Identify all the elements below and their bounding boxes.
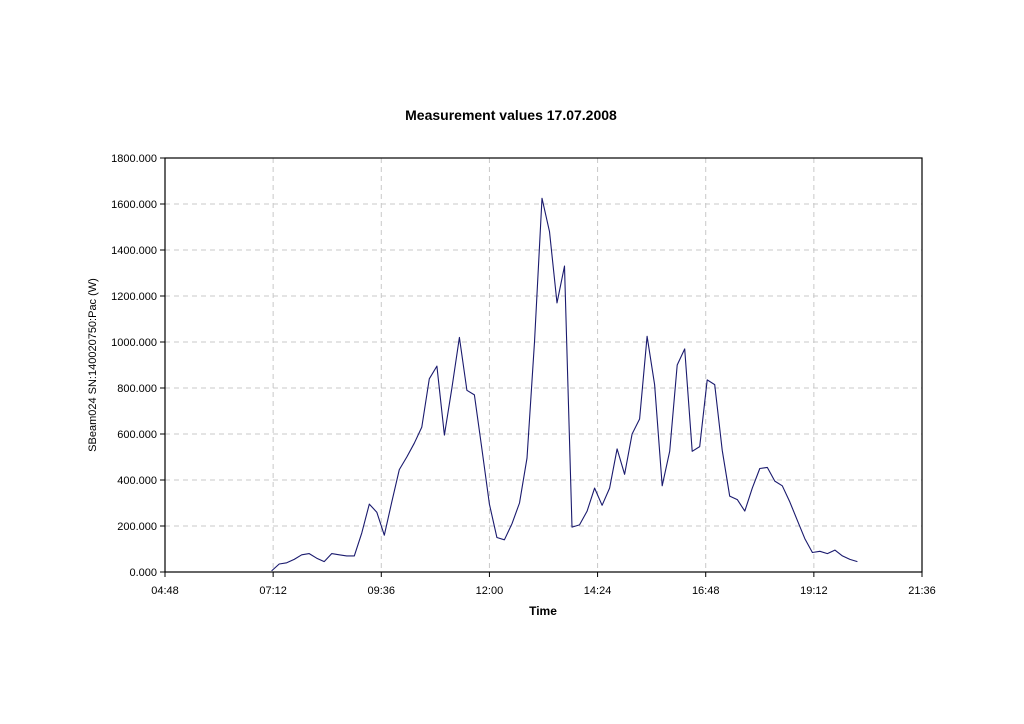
y-tick-label: 1400.000 [111,245,157,257]
x-axis-label: Time [529,604,557,618]
x-tick-label: 04:48 [151,585,179,597]
x-tick-label: 09:36 [368,585,396,597]
chart-title: Measurement values 17.07.2008 [405,107,617,123]
y-tick-label: 1600.000 [111,199,157,211]
x-tick-label: 12:00 [476,585,504,597]
y-tick-label: 1200.000 [111,291,157,303]
x-tick-label: 21:36 [908,585,936,597]
x-tick-label: 16:48 [692,585,720,597]
y-tick-label: 200.000 [117,521,157,533]
y-tick-label: 1800.000 [111,153,157,165]
x-tick-label: 14:24 [584,585,612,597]
series-layer [271,197,858,572]
x-tick-label: 19:12 [800,585,828,597]
grid-lines [165,158,922,572]
plot-frame [164,157,923,573]
y-tick-label: 800.000 [117,383,157,395]
y-tick-label: 0.000 [129,567,157,579]
y-tick-label: 600.000 [117,429,157,441]
tick-labels: 0.000 200.000 400.000 600.000 800.000 1000.00… [111,153,936,597]
y-axis-label: SBeam024 SN:140020750:Pac (W) [87,278,99,452]
x-tick-label: 07:12 [259,585,287,597]
y-tick-label: 1000.000 [111,337,157,349]
y-tick-label: 400.000 [117,475,157,487]
series-line-0 [271,197,858,572]
